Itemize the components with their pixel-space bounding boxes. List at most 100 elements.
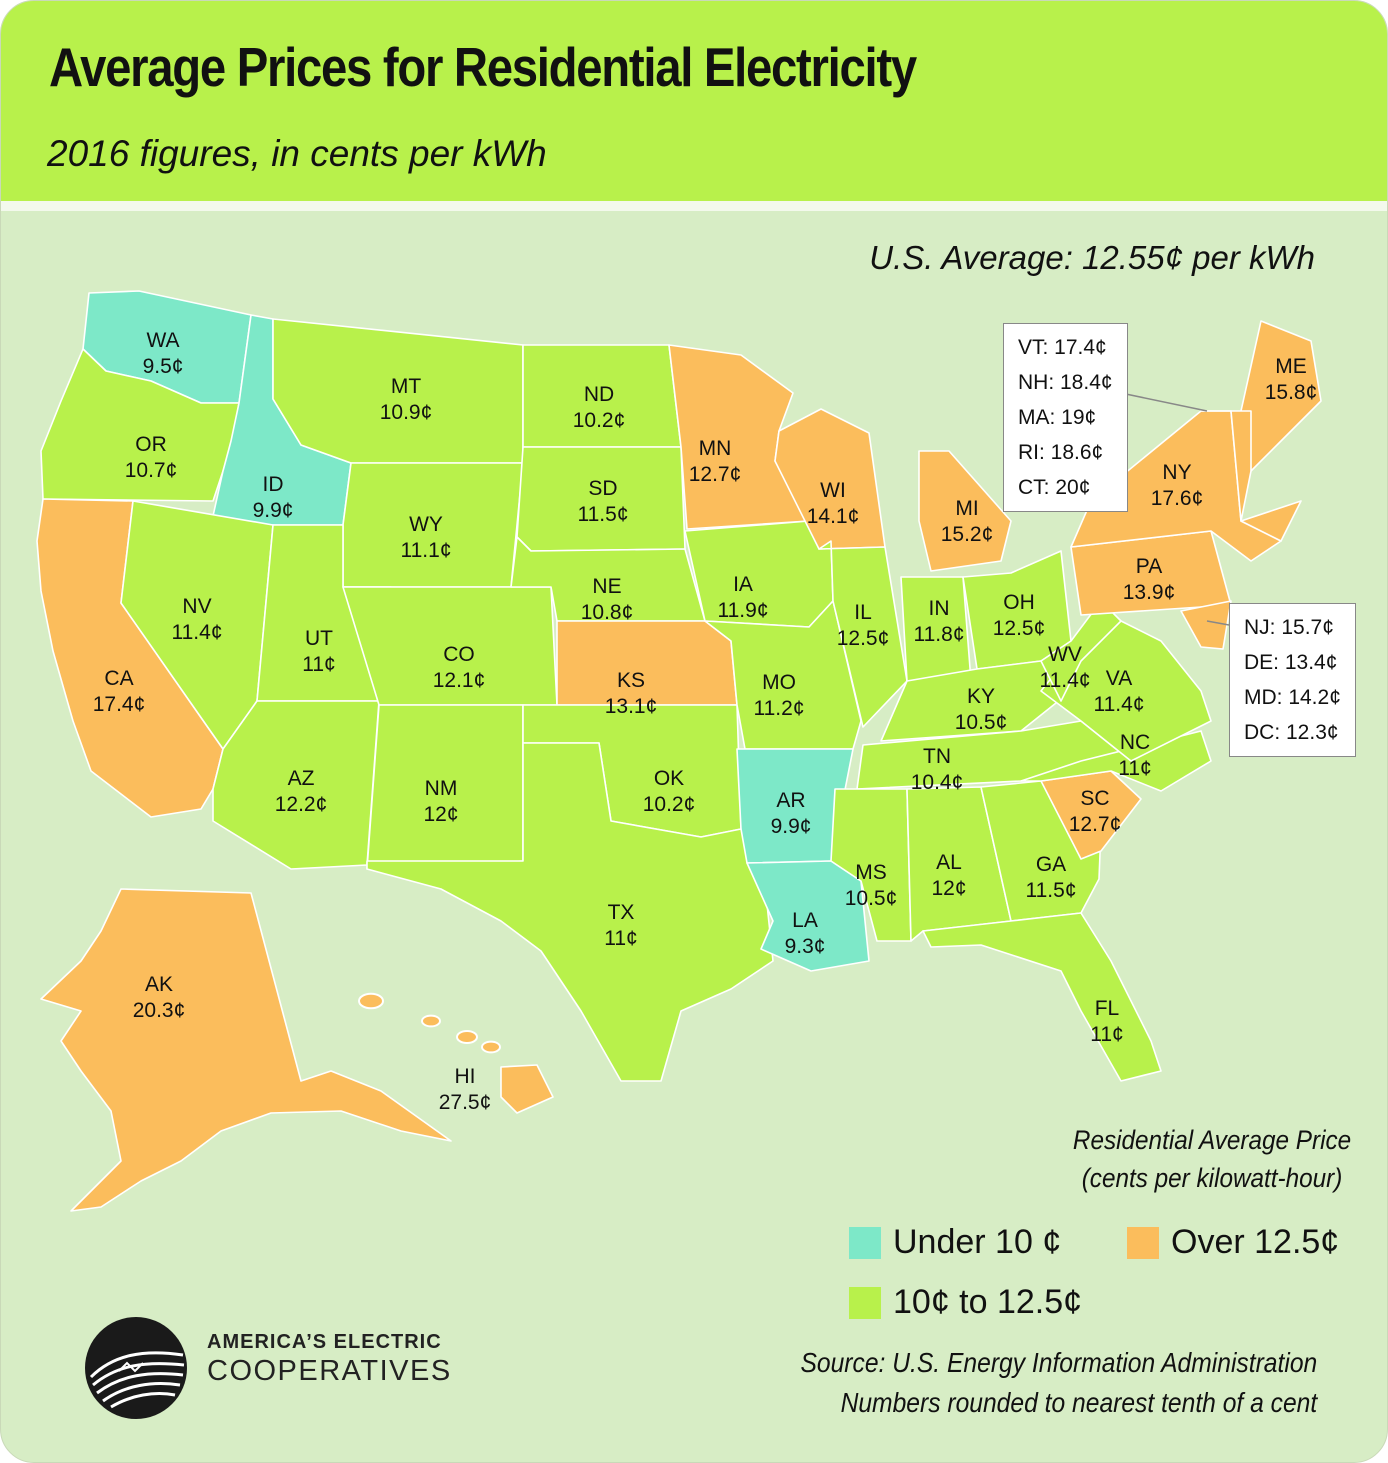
legend-label-over-12-5: Over 12.5¢ [1171,1223,1340,1261]
state-price-tx: 11¢ [604,927,637,950]
callout-nh: NH: 18.4¢ [1018,371,1113,394]
logo-line2: COOPERATIVES [207,1355,452,1387]
state-code-wv: WV [1048,643,1082,666]
state-code-ar: AR [776,789,805,812]
state-code-ok: OK [654,767,684,790]
hawaii-island-2 [421,1014,441,1028]
state-code-ny: NY [1162,461,1191,484]
state-price-al: 12¢ [931,877,966,900]
header-band: Average Prices for Residential Electrici… [1,1,1387,201]
cooperatives-logo-icon [85,1317,187,1419]
callout-pointer-1 [1120,392,1208,412]
state-code-nv: NV [182,595,211,618]
state-labels: WA 9.5¢ OR 10.7¢ CA 17.4¢ ID 9.9¢ NV 11.4¢ MT 10.9¢… [93,329,1318,1114]
state-price-co: 12.1¢ [433,669,486,692]
state-price-oh: 12.5¢ [993,617,1046,640]
legend-item-mid: 10¢ to 12.5¢ [849,1283,1082,1322]
page-title: Average Prices for Residential Electrici… [49,36,917,98]
legend-title: Residential Average Price (cents per kil… [1073,1121,1351,1197]
state-code-co: CO [443,643,475,666]
callout-mid-atlantic: NJ: 15.7¢ DE: 13.4¢ MD: 14.2¢ DC: 12.3¢ [1229,603,1356,757]
state-code-ms: MS [855,861,887,884]
state-price-wi: 14.1¢ [807,505,860,528]
state-code-id: ID [263,473,284,496]
state-code-nd: ND [584,383,614,406]
state-code-mt: MT [391,375,421,398]
state-code-wi: WI [820,479,846,502]
state-code-ne: NE [592,575,621,598]
legend-label-mid: 10¢ to 12.5¢ [893,1283,1083,1321]
state-shape-ne-small [1200,410,1302,542]
callout-ma: MA: 19¢ [1018,406,1097,429]
state-price-nm: 12¢ [423,803,458,826]
state-price-nc: 11¢ [1118,757,1151,780]
state-price-ny: 17.6¢ [1151,487,1204,510]
state-code-pa: PA [1136,555,1162,578]
state-price-pa: 13.9¢ [1123,581,1176,604]
state-code-mn: MN [699,437,732,460]
state-price-mn: 12.7¢ [689,463,742,486]
state-price-ak: 20.3¢ [133,999,186,1022]
state-price-sc: 12.7¢ [1069,813,1122,836]
state-price-nd: 10.2¢ [573,409,626,432]
legend-item-under-10: Under 10 ¢ [849,1223,1061,1262]
state-shape-fl [922,912,1162,1082]
state-price-wa: 9.5¢ [143,355,184,378]
state-code-ky: KY [967,685,995,708]
state-code-wa: WA [146,329,179,352]
state-shape-nc [1020,730,1212,792]
callout-de: DE: 13.4¢ [1244,651,1338,674]
state-price-ks: 13.1¢ [605,695,658,718]
state-code-hi: HI [455,1065,476,1088]
state-shape-mi [918,450,1012,572]
state-code-ia: IA [733,573,753,596]
source-note: Source: U.S. Energy Information Administ… [800,1343,1317,1423]
state-shape-nj-md [1180,600,1232,650]
state-price-ia: 11.9¢ [718,599,769,622]
state-price-mo: 11.2¢ [754,697,805,720]
state-shape-wv [1040,600,1122,702]
legend-swatch-under-10 [849,1226,881,1259]
state-code-ga: GA [1036,853,1066,876]
state-price-fl: 11¢ [1090,1023,1123,1046]
state-shape-hi [500,1064,554,1114]
state-price-va: 11.4¢ [1094,693,1145,716]
callout-nj: NJ: 15.7¢ [1244,616,1334,639]
state-code-mi: MI [955,497,978,520]
state-price-or: 10.7¢ [125,459,178,482]
state-price-sd: 11.5¢ [578,503,629,526]
us-average-label: U.S. Average: 12.55¢ per kWh [869,239,1315,276]
state-code-me: ME [1275,355,1307,378]
header-divider [1,201,1387,211]
state-price-wy: 11.1¢ [401,539,452,562]
logo-wordmark: AMERICA’S ELECTRIC COOPERATIVES [207,1331,452,1388]
state-code-tx: TX [608,901,635,924]
state-price-ms: 10.5¢ [845,887,898,910]
state-price-mt: 10.9¢ [380,401,433,424]
state-shape-ks [556,620,738,706]
callout-new-england: VT: 17.4¢ NH: 18.4¢ MA: 19¢ RI: 18.6¢ CT… [1003,323,1128,512]
state-price-ca: 17.4¢ [93,693,146,716]
state-code-tn: TN [923,745,951,768]
state-code-nc: NC [1120,731,1150,754]
state-price-az: 12.2¢ [275,793,328,816]
state-price-ok: 10.2¢ [643,793,696,816]
state-code-al: AL [936,851,962,874]
callout-md: MD: 14.2¢ [1244,686,1341,709]
state-shape-tx [366,742,774,1082]
state-shape-il [818,540,908,728]
state-code-fl: FL [1095,997,1120,1020]
state-code-ks: KS [617,669,645,692]
state-shape-ak [40,888,452,1212]
state-price-mi: 15.2¢ [941,523,994,546]
state-code-mo: MO [762,671,796,694]
state-shapes [36,290,1322,1212]
state-code-sd: SD [588,477,617,500]
state-code-il: IL [854,601,872,624]
state-price-il: 12.5¢ [837,627,890,650]
state-code-wy: WY [409,513,443,536]
state-price-la: 9.3¢ [785,935,826,958]
state-code-ak: AK [145,973,173,996]
source-line2: Numbers rounded to nearest tenth of a ce… [840,1387,1317,1418]
